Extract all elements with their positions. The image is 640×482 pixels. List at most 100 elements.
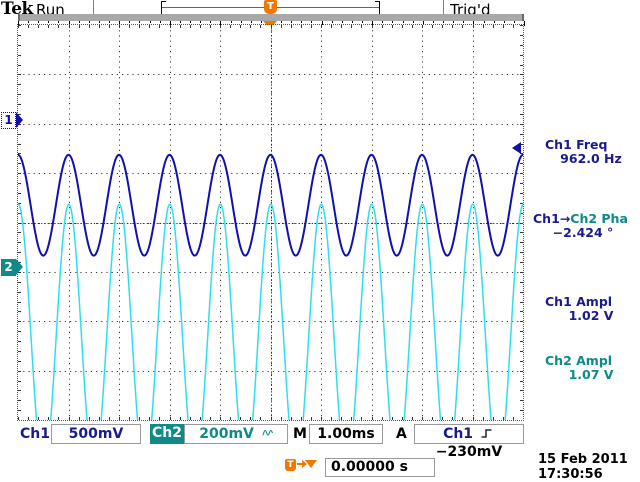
measurement-phase-value: −2.424 ° [552, 225, 614, 240]
ruler-tick [170, 21, 171, 26]
ac-coupling-icon [262, 429, 273, 437]
ruler-tick [18, 21, 19, 26]
ruler-tick [48, 21, 49, 23]
ruler-tick [463, 21, 464, 23]
timebase-box[interactable]: 1.00ms [309, 424, 383, 444]
trigger-position-marker-top[interactable]: T [264, 0, 277, 16]
phase-arrow-icon: → [559, 211, 571, 226]
horiz-pos-t-label: T [287, 460, 294, 470]
ruler-tick [311, 21, 312, 23]
arrow-right-icon [297, 463, 305, 465]
ch2-label[interactable]: Ch2 [150, 424, 184, 444]
ruler-tick [372, 21, 373, 26]
ruler-tick [210, 21, 211, 23]
ch2-marker-label: 2 [4, 260, 13, 274]
ruler-tick [291, 21, 292, 23]
bracket-left-cap [161, 1, 166, 15]
ruler-tick [342, 21, 343, 23]
measurement-ch2-ampl-value: 1.07 V [568, 367, 614, 382]
ruler-tick [89, 21, 90, 23]
measurement-ch2-ampl-label: Ch2 Ampl [545, 353, 613, 368]
ruler-tick [251, 21, 252, 23]
trigger-marker-label-top: T [267, 1, 274, 12]
ch2-reference-marker[interactable]: 2 [1, 259, 23, 276]
measurement-ch1-freq[interactable]: Ch1 Freq 962.0 Hz [545, 138, 640, 166]
ruler-tick-marks [18, 21, 525, 26]
ruler-tick [433, 21, 434, 23]
bracket-right-cap [375, 1, 380, 15]
ruler-tick [392, 21, 393, 23]
ruler-tick [423, 21, 424, 26]
measurement-ch1-ampl[interactable]: Ch1 Ampl 1.02 V [545, 295, 640, 323]
ruler-tick [301, 21, 302, 23]
ruler-tick [150, 21, 151, 23]
measurement-ch1-ampl-label: Ch1 Ampl [545, 294, 613, 309]
ruler-tick [160, 21, 161, 23]
ruler-tick [139, 21, 140, 23]
trigger-settings-box[interactable]: Ch1 −230mV [414, 424, 524, 460]
ruler-tick [332, 21, 333, 23]
ruler-tick [494, 21, 495, 23]
ruler-tick [241, 21, 242, 23]
measurement-ch2-ampl[interactable]: Ch2 Ampl 1.07 V [545, 354, 640, 382]
ruler-tick [200, 21, 201, 23]
ch1-reference-marker[interactable]: 1 [1, 112, 23, 129]
measurement-phase-label-b: Ch2 Pha [570, 211, 628, 226]
rising-edge-icon [481, 428, 492, 439]
date-display: 15 Feb 2011 [538, 452, 628, 467]
ruler-tick [322, 21, 323, 26]
ch2-scale-value: 200mV [199, 426, 254, 442]
arrow-right-head [302, 460, 307, 468]
horizontal-ruler [18, 14, 524, 21]
ruler-tick [524, 21, 525, 26]
ruler-tick [99, 21, 100, 23]
ruler-tick [514, 21, 515, 23]
ruler-tick [69, 21, 70, 26]
time-display: 17:30:56 [538, 467, 603, 482]
ruler-tick [58, 21, 59, 23]
ruler-tick [129, 21, 130, 23]
ruler-tick [362, 21, 363, 23]
ruler-tick [403, 21, 404, 23]
divider-1 [93, 0, 94, 16]
ruler-tick [382, 21, 383, 23]
trigger-level-marker[interactable] [512, 142, 521, 154]
waveform-canvas [18, 25, 523, 420]
trigger-source: Ch1 [443, 426, 474, 442]
ruler-tick [484, 21, 485, 23]
ruler-tick [504, 21, 505, 23]
ruler-tick [413, 21, 414, 23]
ruler-tick [453, 21, 454, 23]
ruler-tick [352, 21, 353, 23]
horizontal-position-box[interactable]: 0.00000 s [325, 458, 435, 477]
measurement-ch1-ampl-value: 1.02 V [568, 308, 614, 323]
ruler-tick [28, 21, 29, 23]
ruler-tick [79, 21, 80, 23]
measurement-ch1-freq-label: Ch1 Freq [545, 137, 608, 152]
ruler-tick [231, 21, 232, 23]
ruler-tick [190, 21, 191, 23]
ruler-tick [261, 21, 262, 23]
timebase-label: M [293, 426, 307, 442]
ruler-tick [38, 21, 39, 23]
ruler-tick [119, 21, 120, 26]
triangle-down-icon [305, 460, 317, 468]
ch1-scale-box[interactable]: 500mV [51, 424, 141, 444]
ruler-tick [473, 21, 474, 26]
trigger-level-value: −230mV [435, 444, 503, 460]
ruler-tick [281, 21, 282, 23]
waveform-graticule[interactable] [18, 25, 523, 420]
horizontal-position-icon[interactable]: T [285, 459, 317, 473]
ruler-tick [180, 21, 181, 23]
ch1-marker-label: 1 [4, 113, 13, 127]
ruler-tick [220, 21, 221, 26]
trigger-mode-label: A [396, 426, 407, 442]
ruler-tick [443, 21, 444, 23]
ch2-scale-box[interactable]: 200mV [184, 424, 288, 444]
settings-bar: Ch1 500mV Ch2 200mV M 1.00ms A Ch1 −230m… [0, 424, 640, 460]
divider-2 [443, 0, 444, 16]
ch1-label[interactable]: Ch1 [20, 426, 50, 442]
measurement-phase-label-a: Ch1 [533, 211, 560, 226]
measurement-phase[interactable]: Ch1→Ch2 Pha −2.424 ° [533, 212, 638, 240]
ruler-tick [109, 21, 110, 23]
